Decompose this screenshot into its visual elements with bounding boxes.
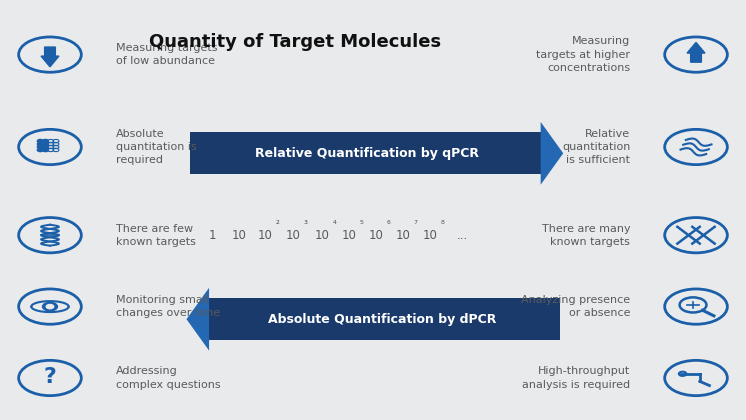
Text: 10: 10 bbox=[369, 229, 383, 241]
Polygon shape bbox=[209, 298, 560, 340]
Circle shape bbox=[37, 139, 43, 143]
Text: ⁴: ⁴ bbox=[333, 220, 337, 230]
Text: High-throughput
analysis is required: High-throughput analysis is required bbox=[522, 366, 630, 390]
Text: ?: ? bbox=[43, 367, 57, 387]
Text: ⁵: ⁵ bbox=[360, 220, 364, 230]
Text: Addressing
complex questions: Addressing complex questions bbox=[116, 366, 220, 390]
Text: ²: ² bbox=[275, 220, 280, 230]
Text: 10: 10 bbox=[395, 229, 410, 241]
Text: Absolute Quantification by dPCR: Absolute Quantification by dPCR bbox=[268, 313, 497, 326]
Text: Absolute
quantitation is
required: Absolute quantitation is required bbox=[116, 129, 196, 165]
Circle shape bbox=[43, 139, 48, 143]
Text: 10: 10 bbox=[286, 229, 301, 241]
Text: ⁷: ⁷ bbox=[413, 220, 418, 230]
Circle shape bbox=[43, 145, 48, 149]
Circle shape bbox=[43, 148, 48, 152]
Text: 10: 10 bbox=[231, 229, 246, 241]
Text: There are many
known targets: There are many known targets bbox=[542, 223, 630, 247]
Text: Relative
quantitation
is sufficient: Relative quantitation is sufficient bbox=[562, 129, 630, 165]
Circle shape bbox=[37, 142, 43, 146]
Text: 10: 10 bbox=[257, 229, 272, 241]
Text: ⁶: ⁶ bbox=[386, 220, 391, 230]
Circle shape bbox=[46, 304, 54, 309]
Polygon shape bbox=[190, 132, 541, 174]
Circle shape bbox=[37, 145, 43, 149]
Text: ³: ³ bbox=[304, 220, 308, 230]
Polygon shape bbox=[687, 42, 705, 62]
Text: Measuring targets
of low abundance: Measuring targets of low abundance bbox=[116, 43, 217, 66]
Text: ...: ... bbox=[457, 229, 468, 241]
Circle shape bbox=[43, 302, 57, 311]
Circle shape bbox=[43, 142, 48, 146]
Text: ⁸: ⁸ bbox=[440, 220, 445, 230]
Text: 10: 10 bbox=[315, 229, 330, 241]
Text: Relative Quantification by qPCR: Relative Quantification by qPCR bbox=[255, 147, 480, 160]
Text: 1: 1 bbox=[209, 229, 216, 241]
Circle shape bbox=[37, 148, 43, 152]
Text: Monitoring small
changes over time: Monitoring small changes over time bbox=[116, 295, 220, 318]
Text: Measuring
targets at higher
concentrations: Measuring targets at higher concentratio… bbox=[536, 37, 630, 73]
Text: 10: 10 bbox=[422, 229, 437, 241]
Text: Quantity of Target Molecules: Quantity of Target Molecules bbox=[148, 33, 441, 51]
Text: 10: 10 bbox=[342, 229, 357, 241]
Polygon shape bbox=[541, 122, 563, 185]
Text: Analyzing presence
or absence: Analyzing presence or absence bbox=[521, 295, 630, 318]
Polygon shape bbox=[41, 47, 59, 67]
Text: There are few
known targets: There are few known targets bbox=[116, 223, 195, 247]
Polygon shape bbox=[186, 288, 209, 351]
